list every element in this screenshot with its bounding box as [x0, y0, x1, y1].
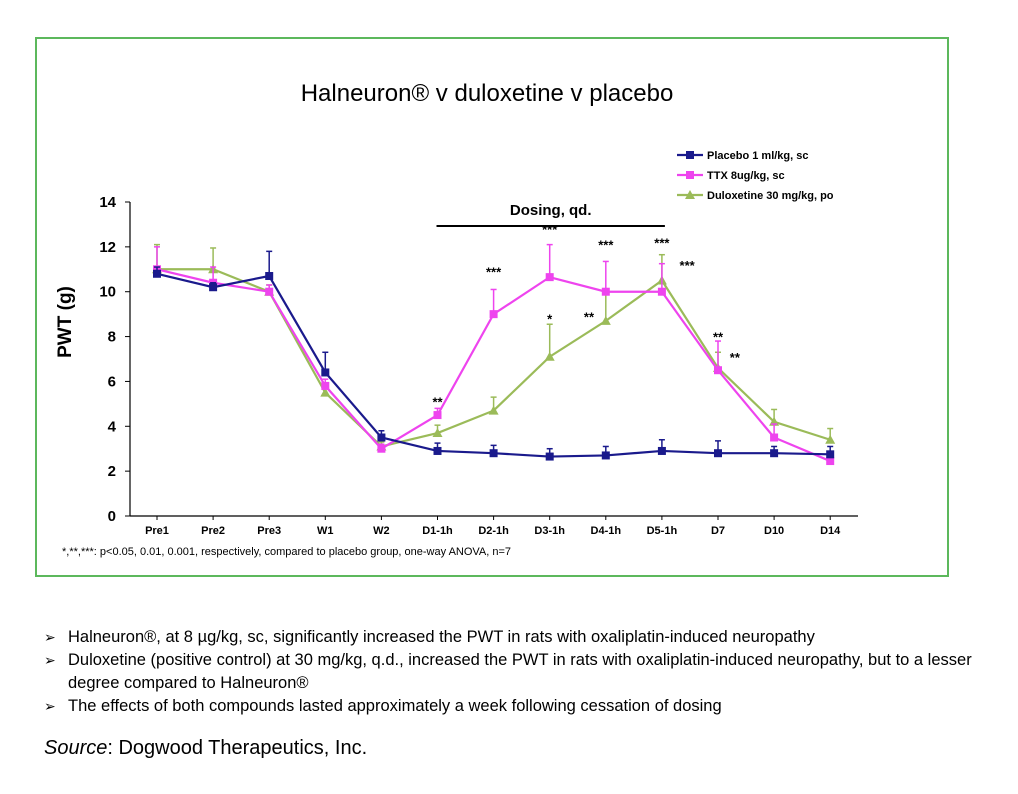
significance-footnote: *,**,***: p<0.05, 0.01, 0.001, respectiv…: [62, 546, 511, 558]
source-text: : Dogwood Therapeutics, Inc.: [107, 737, 368, 759]
significance-annotation: ***: [598, 238, 614, 253]
y-tick-label: 2: [108, 463, 116, 480]
y-tick-label: 14: [99, 194, 116, 211]
bullet-item: ➢ Duloxetine (positive control) at 30 mg…: [44, 649, 1004, 695]
ttx-point: [714, 366, 722, 375]
placebo-point: [714, 449, 722, 458]
y-tick-label: 12: [99, 239, 116, 256]
duloxetine-point: [825, 434, 836, 444]
placebo-series: [153, 250, 835, 461]
dosing-period-label: Dosing, qd.: [510, 202, 592, 219]
significance-annotation: **: [432, 395, 443, 410]
legend-label-placebo: Placebo 1 ml/kg, sc: [707, 150, 809, 162]
placebo-point: [770, 449, 779, 458]
x-tick-label: D4-1h: [591, 525, 622, 537]
y-axis-label: PWT (g): [55, 286, 76, 358]
x-tick-label: D5-1h: [647, 525, 678, 537]
ttx-point: [489, 310, 498, 319]
ttx-point: [545, 273, 554, 282]
significance-annotation: **: [713, 330, 724, 345]
source-citation: Source: Dogwood Therapeutics, Inc.: [44, 737, 367, 760]
y-tick-label: 0: [108, 508, 116, 525]
legend-marker-ttx: [686, 171, 694, 179]
ttx-point: [770, 433, 779, 442]
placebo-point: [209, 283, 218, 292]
y-tick-label: 4: [108, 418, 117, 435]
placebo-point: [826, 450, 835, 459]
x-tick-label: Pre2: [201, 525, 225, 537]
bullet-text: The effects of both compounds lasted app…: [68, 697, 722, 715]
duloxetine-point: [320, 387, 331, 397]
x-tick-label: Pre3: [257, 525, 281, 537]
significance-annotation: ***: [680, 258, 696, 273]
placebo-point: [377, 433, 386, 442]
significance-annotation: *: [547, 312, 553, 327]
y-tick-label: 10: [99, 284, 116, 301]
x-tick-label: D10: [764, 525, 784, 537]
ttx-point: [601, 287, 610, 296]
ttx-point: [377, 444, 386, 453]
source-label: Source: [44, 737, 108, 759]
duloxetine-point: [544, 351, 555, 361]
legend-label-ttx: TTX 8ug/kg, sc: [707, 170, 785, 182]
duloxetine-point: [600, 315, 611, 325]
ttx-point: [826, 457, 835, 466]
ttx-point: [321, 381, 330, 390]
arrow-bullet-icon: ➢: [44, 698, 56, 714]
ttx-series: [153, 243, 835, 466]
legend-marker-placebo: [686, 151, 694, 159]
x-tick-label: D2-1h: [478, 525, 509, 537]
x-tick-label: W1: [317, 525, 334, 537]
significance-annotation: ***: [486, 265, 502, 280]
x-tick-label: D7: [711, 525, 725, 537]
duloxetine-point: [488, 405, 499, 415]
x-tick-label: D3-1h: [534, 525, 565, 537]
placebo-point: [433, 446, 442, 455]
placebo-point: [657, 446, 666, 455]
arrow-bullet-icon: ➢: [44, 652, 56, 668]
significance-annotation: ***: [542, 222, 558, 237]
bullet-text: Duloxetine (positive control) at 30 mg/k…: [68, 651, 972, 692]
ttx-point: [265, 287, 274, 296]
bullet-text: Halneuron®, at 8 µg/kg, sc, significantl…: [68, 628, 815, 646]
legend-marker-duloxetine: [685, 190, 695, 199]
arrow-bullet-icon: ➢: [44, 629, 56, 645]
bullet-list: ➢ Halneuron®, at 8 µg/kg, sc, significan…: [44, 626, 1004, 718]
chart-title: Halneuron® v duloxetine v placebo: [301, 80, 674, 107]
placebo-point: [321, 368, 330, 377]
bullet-item: ➢ Halneuron®, at 8 µg/kg, sc, significan…: [44, 626, 1004, 649]
significance-annotation: ***: [654, 235, 670, 250]
placebo-point: [601, 451, 610, 460]
placebo-point: [489, 449, 498, 458]
placebo-point: [153, 269, 161, 278]
y-tick-label: 8: [108, 329, 116, 346]
x-tick-label: D14: [820, 525, 841, 537]
placebo-point: [545, 452, 554, 461]
chart: Halneuron® v duloxetine v placebo PWT (g…: [55, 80, 858, 558]
y-tick-label: 6: [108, 373, 116, 390]
x-tick-label: W2: [373, 525, 390, 537]
bullet-item: ➢ The effects of both compounds lasted a…: [44, 695, 1004, 718]
placebo-point: [265, 272, 274, 281]
duloxetine-point: [432, 428, 443, 438]
significance-annotation: **: [730, 350, 741, 365]
x-tick-label: D1-1h: [422, 525, 453, 537]
legend-label-duloxetine: Duloxetine 30 mg/kg, po: [707, 190, 834, 202]
x-tick-label: Pre1: [145, 525, 169, 537]
significance-annotation: **: [584, 309, 595, 324]
ttx-point: [433, 411, 442, 420]
chart-frame: [35, 37, 949, 577]
ttx-point: [657, 287, 666, 296]
